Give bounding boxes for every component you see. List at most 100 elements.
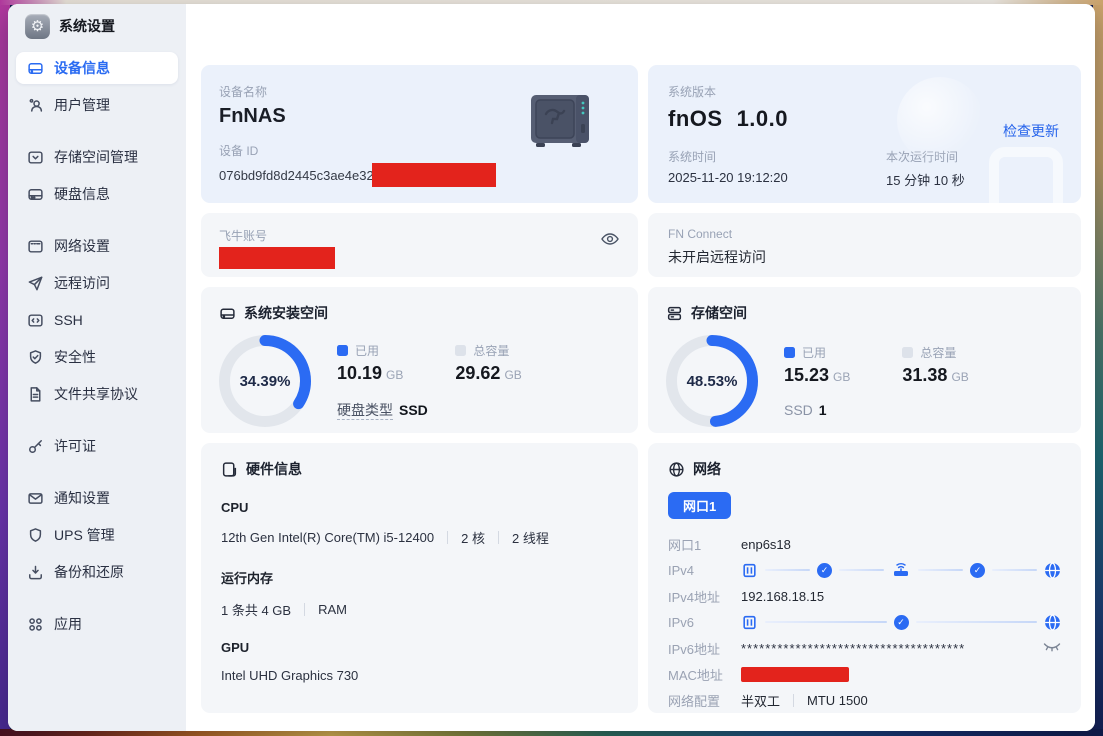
hardware-info-card: 硬件信息 CPU 12th Gen Intel(R) Core(TM) i5-1… xyxy=(201,443,638,713)
sidebar-item-network-settings[interactable]: 网络设置 xyxy=(16,230,178,262)
total-value: 31.38 xyxy=(902,365,948,385)
system-space-percent: 34.39% xyxy=(239,372,291,390)
storage-space-donut: 48.53% xyxy=(666,335,758,427)
os-version: 1.0.0 xyxy=(736,106,788,131)
sidebar-item-backup-restore[interactable]: 备份和还原 xyxy=(16,556,178,588)
system-space-card: 系统安装空间 34.39% 已用 10.1 xyxy=(201,287,638,433)
ssh-terminal-icon xyxy=(27,312,44,329)
fn-connect-label: FN Connect xyxy=(668,227,733,241)
system-time-label: 系统时间 xyxy=(668,150,717,164)
sidebar-item-label: 用户管理 xyxy=(54,97,110,113)
ipv4-address-label: IPv4地址 xyxy=(668,589,721,605)
wallpaper-left-strip xyxy=(0,0,10,736)
mac-address-redaction xyxy=(741,666,849,682)
os-name: fnOS xyxy=(668,106,723,131)
ipv6-topology: ✓ xyxy=(741,613,1061,631)
fn-account-card: 飞牛账号 xyxy=(201,213,638,277)
used-value: 10.19 xyxy=(337,363,383,383)
shield-check-icon xyxy=(27,349,44,366)
ipv4-topology: ✓ ✓ xyxy=(741,561,1061,579)
sidebar-item-disk-info[interactable]: 硬盘信息 xyxy=(16,178,178,210)
key-icon xyxy=(27,438,44,455)
network-config-label: 网络配置 xyxy=(668,693,721,709)
used-legend-swatch xyxy=(337,345,348,356)
drive-icon xyxy=(219,305,236,322)
sidebar-item-label: 安全性 xyxy=(54,349,96,365)
system-time-value: 2025-11-20 19:12:20 xyxy=(668,170,788,185)
cpu-label: CPU xyxy=(221,500,249,515)
eye-icon[interactable] xyxy=(600,229,620,249)
disk-info-icon xyxy=(27,186,44,203)
legend-total: 总容量 29.62 GB xyxy=(455,344,522,383)
remote-access-icon xyxy=(27,275,44,292)
port1-tab-button[interactable]: 网口1 xyxy=(668,492,732,519)
sidebar-item-label: SSH xyxy=(54,312,83,328)
apps-grid-icon xyxy=(27,616,44,633)
internet-globe-icon xyxy=(1044,561,1061,579)
sidebar-item-notification-settings[interactable]: 通知设置 xyxy=(16,482,178,514)
used-legend-swatch xyxy=(784,347,795,358)
storage-space-title: 存储空间 xyxy=(691,305,747,321)
mail-icon xyxy=(27,490,44,507)
fn-connect-status: 未开启远程访问 xyxy=(668,249,766,265)
gpu-label: GPU xyxy=(221,640,250,655)
system-space-title: 系统安装空间 xyxy=(244,305,328,321)
used-value: 15.23 xyxy=(784,365,830,385)
device-name-card: 设备名称 FnNAS 设备 ID 076bd9fd8d2445c3ae4e32 xyxy=(201,65,638,203)
backup-download-icon xyxy=(27,564,44,581)
device-id-value: 076bd9fd8d2445c3ae4e32 xyxy=(219,167,374,183)
sidebar-item-license[interactable]: 许可证 xyxy=(16,430,178,462)
port-label: 网口1 xyxy=(668,537,702,553)
storage-foot-value: 1 xyxy=(818,402,827,418)
device-info-icon xyxy=(27,60,44,77)
router-icon xyxy=(891,561,911,579)
sidebar-item-label: 通知设置 xyxy=(54,490,110,506)
gpu-value: Intel UHD Graphics 730 xyxy=(221,668,359,683)
sidebar-item-device-info[interactable]: 设备信息 xyxy=(16,52,178,84)
ups-shield-icon xyxy=(27,527,44,544)
system-version-label: 系统版本 xyxy=(668,85,717,99)
main-content: 设备名称 FnNAS 设备 ID 076bd9fd8d2445c3ae4e32 xyxy=(186,4,1095,731)
check-icon: ✓ xyxy=(970,562,985,578)
ipv4-address-value: 192.168.18.15 xyxy=(741,588,825,604)
storage-space-percent: 48.53% xyxy=(686,372,738,390)
disk-type-label[interactable]: 硬盘类型 xyxy=(337,402,393,420)
sidebar-item-label: 网络设置 xyxy=(54,238,110,254)
sidebar-item-label: UPS 管理 xyxy=(54,527,115,543)
sidebar-item-storage-management[interactable]: 存储空间管理 xyxy=(16,141,178,173)
network-settings-icon xyxy=(27,238,44,255)
eye-closed-icon[interactable] xyxy=(1043,641,1061,655)
total-value: 29.62 xyxy=(455,363,501,383)
sidebar-item-label: 远程访问 xyxy=(54,275,110,291)
sidebar-item-file-sharing[interactable]: 文件共享协议 xyxy=(16,378,178,410)
ram-label: 运行内存 xyxy=(221,571,274,586)
legend-used: 已用 10.19 GB xyxy=(337,344,404,383)
ipv6-address-masked: ************************************* xyxy=(741,640,966,656)
sidebar-item-user-management[interactable]: 用户管理 xyxy=(16,89,178,121)
sidebar-item-ups-management[interactable]: UPS 管理 xyxy=(16,519,178,551)
nas-device-illustration xyxy=(528,91,592,156)
globe-icon xyxy=(668,461,685,478)
storage-foot-label: SSD xyxy=(784,402,813,418)
sidebar-item-label: 存储空间管理 xyxy=(54,149,138,165)
sidebar-item-label: 应用 xyxy=(54,616,82,632)
storage-management-icon xyxy=(27,149,44,166)
check-update-link[interactable]: 检查更新 xyxy=(1003,123,1059,139)
internet-globe-icon xyxy=(1044,613,1061,631)
system-settings-window: 设备信息 用户管理 存储空间管理 硬盘信息 网络设置 xyxy=(8,4,1095,731)
sidebar-item-security[interactable]: 安全性 xyxy=(16,341,178,373)
nas-cabinet-icon xyxy=(741,614,758,631)
sidebar-item-label: 备份和还原 xyxy=(54,564,124,580)
network-config-value: 半双工 MTU 1500 xyxy=(741,692,868,709)
wallpaper-bottom-strip xyxy=(0,729,1103,736)
sidebar-item-remote-access[interactable]: 远程访问 xyxy=(16,267,178,299)
device-name-label: 设备名称 xyxy=(219,85,268,99)
sidebar-item-apps[interactable]: 应用 xyxy=(16,608,178,640)
legend-total: 总容量 31.38 GB xyxy=(902,346,969,385)
server-stack-icon xyxy=(666,305,683,322)
network-card: 网络 网口1 网口1 enp6s18 IPv4 xyxy=(648,443,1081,713)
device-id-label: 设备 ID xyxy=(219,144,259,158)
sidebar-item-ssh[interactable]: SSH xyxy=(16,304,178,336)
total-legend-swatch xyxy=(902,347,914,358)
